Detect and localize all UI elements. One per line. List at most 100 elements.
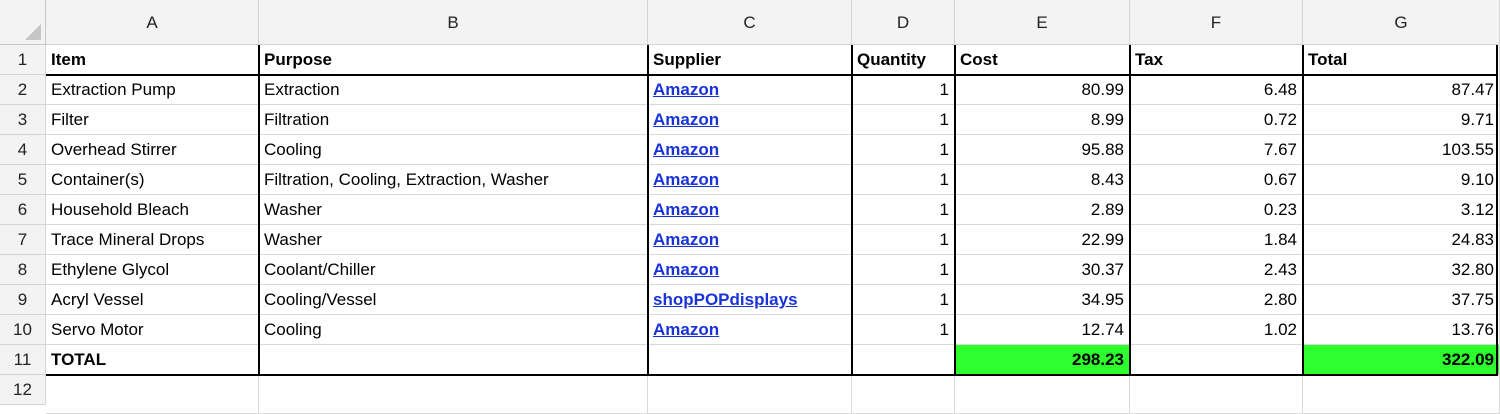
column-header-b[interactable]: B: [259, 0, 648, 45]
column-header-g[interactable]: G: [1303, 0, 1500, 45]
cell-b3-purpose[interactable]: Filtration: [259, 105, 648, 135]
cell-d12-empty[interactable]: [852, 375, 955, 414]
cell-a5-item[interactable]: Container(s): [46, 165, 259, 195]
cell-b5-purpose[interactable]: Filtration, Cooling, Extraction, Washer: [259, 165, 648, 195]
cell-e4-cost[interactable]: 95.88: [955, 135, 1130, 165]
column-header-c[interactable]: C: [648, 0, 852, 45]
row-header-8[interactable]: 8: [0, 255, 46, 285]
cell-b8-purpose[interactable]: Coolant/Chiller: [259, 255, 648, 285]
row-header-1[interactable]: 1: [0, 45, 46, 75]
cell-g12-empty[interactable]: [1303, 375, 1500, 414]
cell-a9-item[interactable]: Acryl Vessel: [46, 285, 259, 315]
cell-g4-total[interactable]: 103.55: [1303, 135, 1500, 165]
cell-a3-item[interactable]: Filter: [46, 105, 259, 135]
cell-b11-empty[interactable]: [259, 345, 648, 375]
cell-d3-quantity[interactable]: 1: [852, 105, 955, 135]
cell-f11-empty[interactable]: [1130, 345, 1303, 375]
column-header-e[interactable]: E: [955, 0, 1130, 45]
cell-a12-empty[interactable]: [46, 375, 259, 414]
cell-f1-tax-header[interactable]: Tax: [1130, 45, 1303, 75]
cell-b10-purpose[interactable]: Cooling: [259, 315, 648, 345]
cell-f10-tax[interactable]: 1.02: [1130, 315, 1303, 345]
cell-a8-item[interactable]: Ethylene Glycol: [46, 255, 259, 285]
cell-e12-empty[interactable]: [955, 375, 1130, 414]
supplier-link[interactable]: Amazon: [653, 260, 720, 279]
cell-c5-supplier[interactable]: Amazon: [648, 165, 852, 195]
supplier-link[interactable]: Amazon: [653, 110, 720, 129]
supplier-link[interactable]: shopPOPdisplays: [653, 290, 798, 309]
supplier-link[interactable]: Amazon: [653, 170, 720, 189]
cell-g5-total[interactable]: 9.10: [1303, 165, 1500, 195]
cell-b9-purpose[interactable]: Cooling/Vessel: [259, 285, 648, 315]
cell-e8-cost[interactable]: 30.37: [955, 255, 1130, 285]
cell-e7-cost[interactable]: 22.99: [955, 225, 1130, 255]
cell-g11-total-total[interactable]: 322.09: [1303, 345, 1500, 375]
cell-f8-tax[interactable]: 2.43: [1130, 255, 1303, 285]
cell-c2-supplier[interactable]: Amazon: [648, 75, 852, 105]
cell-f12-empty[interactable]: [1130, 375, 1303, 414]
cell-d4-quantity[interactable]: 1: [852, 135, 955, 165]
column-header-a[interactable]: A: [46, 0, 259, 45]
cell-b6-purpose[interactable]: Washer: [259, 195, 648, 225]
cell-c6-supplier[interactable]: Amazon: [648, 195, 852, 225]
row-header-9[interactable]: 9: [0, 285, 46, 315]
cell-a4-item[interactable]: Overhead Stirrer: [46, 135, 259, 165]
cell-g7-total[interactable]: 24.83: [1303, 225, 1500, 255]
cell-d11-empty[interactable]: [852, 345, 955, 375]
cell-a7-item[interactable]: Trace Mineral Drops: [46, 225, 259, 255]
cell-a1-item-header[interactable]: Item: [46, 45, 259, 75]
select-all-corner[interactable]: [0, 0, 46, 45]
cell-a6-item[interactable]: Household Bleach: [46, 195, 259, 225]
cell-f4-tax[interactable]: 7.67: [1130, 135, 1303, 165]
cell-e5-cost[interactable]: 8.43: [955, 165, 1130, 195]
cell-a10-item[interactable]: Servo Motor: [46, 315, 259, 345]
cell-c11-empty[interactable]: [648, 345, 852, 375]
cell-g1-total-header[interactable]: Total: [1303, 45, 1500, 75]
row-header-3[interactable]: 3: [0, 105, 46, 135]
row-header-5[interactable]: 5: [0, 165, 46, 195]
cell-a11-item-total[interactable]: TOTAL: [46, 345, 259, 375]
cell-d9-quantity[interactable]: 1: [852, 285, 955, 315]
column-header-d[interactable]: D: [852, 0, 955, 45]
cell-e6-cost[interactable]: 2.89: [955, 195, 1130, 225]
cell-f6-tax[interactable]: 0.23: [1130, 195, 1303, 225]
cell-c12-empty[interactable]: [648, 375, 852, 414]
cell-b7-purpose[interactable]: Washer: [259, 225, 648, 255]
cell-f3-tax[interactable]: 0.72: [1130, 105, 1303, 135]
row-header-11[interactable]: 11: [0, 345, 46, 375]
cell-b1-purpose-header[interactable]: Purpose: [259, 45, 648, 75]
cell-d8-quantity[interactable]: 1: [852, 255, 955, 285]
cell-e11-cost-total[interactable]: 298.23: [955, 345, 1130, 375]
row-header-12[interactable]: 12: [0, 375, 46, 405]
cell-c3-supplier[interactable]: Amazon: [648, 105, 852, 135]
cell-g6-total[interactable]: 3.12: [1303, 195, 1500, 225]
cell-c8-supplier[interactable]: Amazon: [648, 255, 852, 285]
row-header-2[interactable]: 2: [0, 75, 46, 105]
supplier-link[interactable]: Amazon: [653, 200, 720, 219]
supplier-link[interactable]: Amazon: [653, 230, 720, 249]
cell-d10-quantity[interactable]: 1: [852, 315, 955, 345]
cell-c4-supplier[interactable]: Amazon: [648, 135, 852, 165]
cell-e2-cost[interactable]: 80.99: [955, 75, 1130, 105]
cell-b2-purpose[interactable]: Extraction: [259, 75, 648, 105]
row-header-10[interactable]: 10: [0, 315, 46, 345]
cell-g10-total[interactable]: 13.76: [1303, 315, 1500, 345]
cell-e1-cost-header[interactable]: Cost: [955, 45, 1130, 75]
cell-d2-quantity[interactable]: 1: [852, 75, 955, 105]
cell-f2-tax[interactable]: 6.48: [1130, 75, 1303, 105]
supplier-link[interactable]: Amazon: [653, 320, 720, 339]
cell-g2-total[interactable]: 87.47: [1303, 75, 1500, 105]
cell-f5-tax[interactable]: 0.67: [1130, 165, 1303, 195]
cell-c9-supplier[interactable]: shopPOPdisplays: [648, 285, 852, 315]
row-header-4[interactable]: 4: [0, 135, 46, 165]
row-header-6[interactable]: 6: [0, 195, 46, 225]
cell-g9-total[interactable]: 37.75: [1303, 285, 1500, 315]
cell-d6-quantity[interactable]: 1: [852, 195, 955, 225]
cell-d7-quantity[interactable]: 1: [852, 225, 955, 255]
cell-e3-cost[interactable]: 8.99: [955, 105, 1130, 135]
cell-e10-cost[interactable]: 12.74: [955, 315, 1130, 345]
cell-d5-quantity[interactable]: 1: [852, 165, 955, 195]
cell-f7-tax[interactable]: 1.84: [1130, 225, 1303, 255]
cell-a2-item[interactable]: Extraction Pump: [46, 75, 259, 105]
cell-b12-empty[interactable]: [259, 375, 648, 414]
